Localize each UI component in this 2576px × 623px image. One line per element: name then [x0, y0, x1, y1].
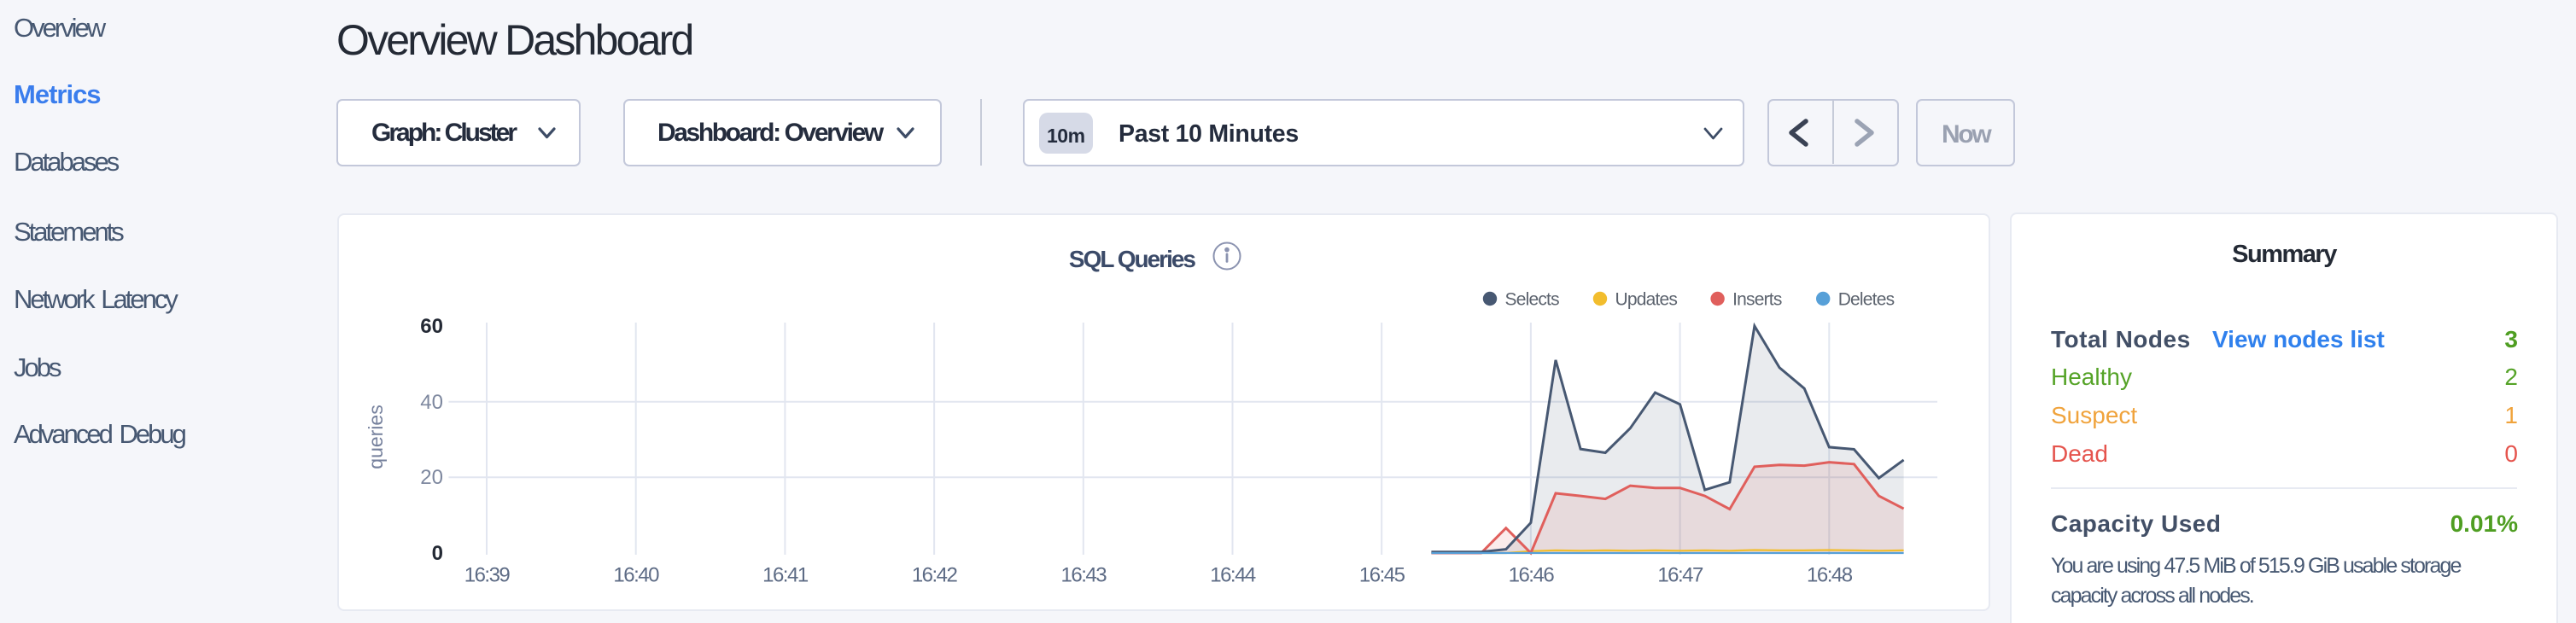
svg-text:16:43: 16:43	[1061, 564, 1107, 587]
svg-text:16:48: 16:48	[1807, 564, 1853, 587]
svg-text:16:46: 16:46	[1509, 564, 1555, 587]
svg-text:16:47: 16:47	[1657, 564, 1703, 587]
svg-text:Deletes: Deletes	[1838, 290, 1895, 310]
svg-text:queries: queries	[365, 405, 387, 469]
svg-text:40: 40	[420, 391, 443, 414]
svg-text:16:44: 16:44	[1210, 564, 1256, 587]
svg-text:16:45: 16:45	[1359, 564, 1405, 587]
svg-text:0: 0	[432, 542, 443, 565]
svg-text:SQL Queries: SQL Queries	[1069, 246, 1196, 272]
svg-text:Selects: Selects	[1505, 290, 1560, 310]
svg-text:Updates: Updates	[1615, 290, 1678, 310]
svg-text:20: 20	[420, 466, 443, 489]
svg-text:60: 60	[420, 315, 443, 338]
svg-text:Inserts: Inserts	[1732, 290, 1782, 310]
svg-text:16:41: 16:41	[762, 564, 809, 587]
svg-text:16:39: 16:39	[464, 564, 511, 587]
svg-text:16:40: 16:40	[613, 564, 659, 587]
svg-text:16:42: 16:42	[912, 564, 958, 587]
